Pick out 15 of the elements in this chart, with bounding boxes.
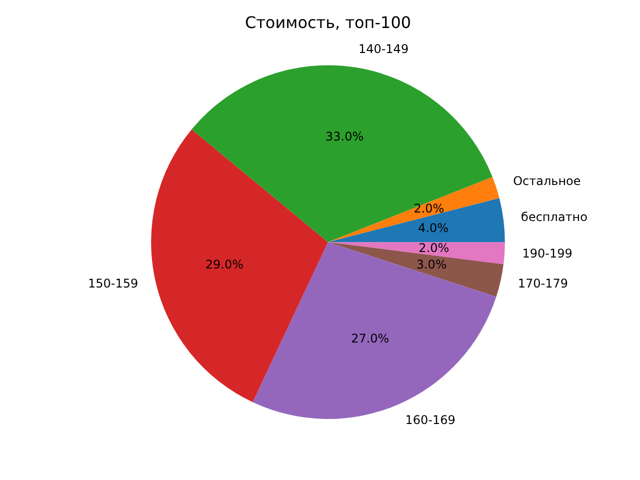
- data-label: 27.0%: [351, 332, 390, 346]
- data-label: 3.0%: [416, 257, 447, 272]
- slice-label: 190-199: [522, 246, 572, 260]
- slice-label: бесплатно: [521, 210, 588, 224]
- slice-label: 160-169: [405, 412, 456, 427]
- data-label: 4.0%: [418, 220, 449, 235]
- slice-label: Остальное: [513, 174, 581, 188]
- chart-title: Стоимость, топ-100: [244, 12, 412, 32]
- data-label: 2.0%: [418, 240, 450, 255]
- slice-label: 140-149: [358, 42, 409, 56]
- data-label: 33.0%: [326, 129, 364, 144]
- data-label: 2.0%: [414, 201, 444, 216]
- data-label: 29.0%: [205, 257, 244, 272]
- slice-label: 150-159: [88, 276, 138, 291]
- slice-label: 170-179: [518, 276, 568, 291]
